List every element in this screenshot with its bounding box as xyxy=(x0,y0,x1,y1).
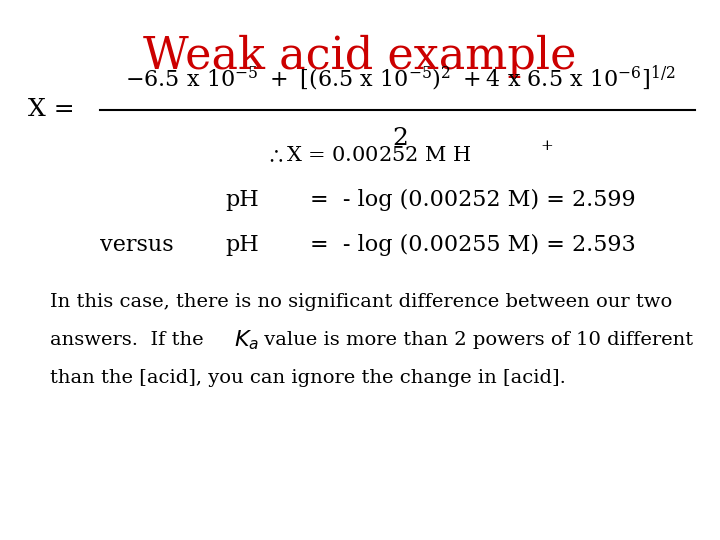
Text: $\mathregular{-6.5\ x\ 10^{-5}\ +\ [(6.5\ x\ 10^{-5})^{2}\ +4\ x\ 6.5\ x\ 10^{-6: $\mathregular{-6.5\ x\ 10^{-5}\ +\ [(6.5… xyxy=(125,64,675,93)
Text: value is more than 2 powers of 10 different: value is more than 2 powers of 10 differ… xyxy=(258,331,693,349)
Text: X =: X = xyxy=(28,98,75,122)
Text: than the [acid], you can ignore the change in [acid].: than the [acid], you can ignore the chan… xyxy=(50,369,566,387)
Text: pH: pH xyxy=(225,189,258,211)
Text: =  - log (0.00255 M) = 2.593: = - log (0.00255 M) = 2.593 xyxy=(310,234,636,256)
Text: $\mathregular{\therefore}$X = 0.00252 M H: $\mathregular{\therefore}$X = 0.00252 M … xyxy=(265,145,472,165)
Text: +: + xyxy=(540,139,553,153)
Text: pH: pH xyxy=(225,234,258,256)
Text: 2: 2 xyxy=(392,127,408,150)
Text: In this case, there is no significant difference between our two: In this case, there is no significant di… xyxy=(50,293,672,311)
Text: answers.  If the: answers. If the xyxy=(50,331,210,349)
Text: =  - log (0.00252 M) = 2.599: = - log (0.00252 M) = 2.599 xyxy=(310,189,636,211)
Text: $K_a$: $K_a$ xyxy=(234,328,259,352)
Text: versus: versus xyxy=(100,234,174,256)
Text: Weak acid example: Weak acid example xyxy=(143,35,577,78)
